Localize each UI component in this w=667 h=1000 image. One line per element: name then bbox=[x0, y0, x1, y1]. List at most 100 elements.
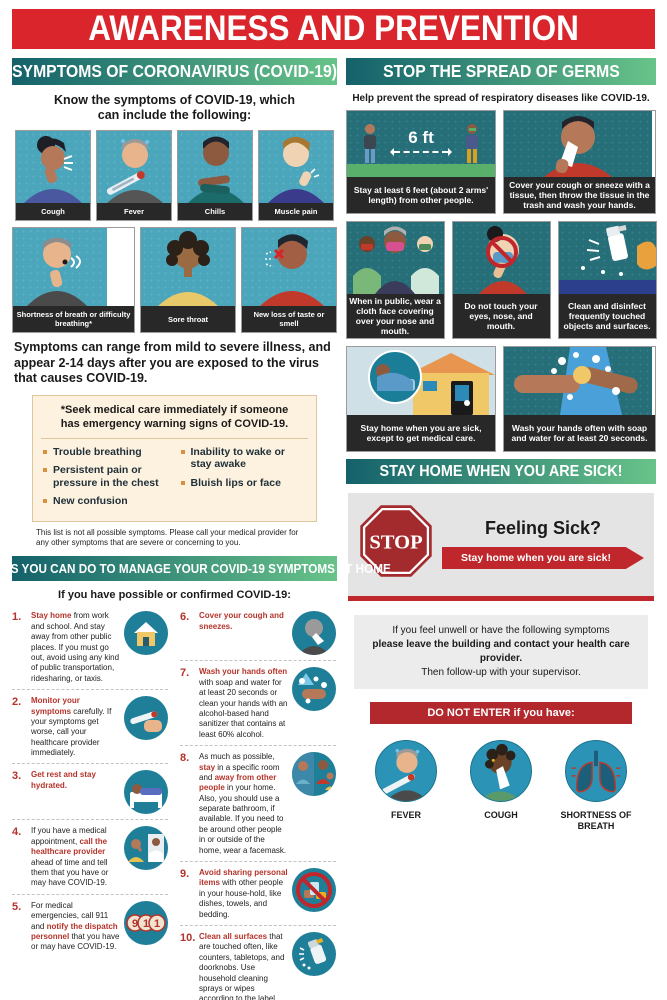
warning-bullet: New confusion bbox=[43, 495, 171, 507]
symptoms-intro: Know the symptoms of COVID-19, which can… bbox=[54, 93, 295, 122]
item-text-bold: Wash your hands often bbox=[199, 667, 288, 677]
item-text-part: that you have or may have COVID-19. bbox=[31, 932, 120, 952]
six-ft-badge: 6 ft bbox=[408, 127, 434, 147]
germ-cards-row-3: Stay home when you are sick, except to g… bbox=[346, 346, 656, 452]
item-number: 3. bbox=[12, 770, 22, 783]
home-care-item-7: 7. Wash your hands often with soap and w… bbox=[180, 660, 336, 745]
germs-section-title: STOP THE SPREAD OF GERMS bbox=[382, 61, 620, 81]
item-number: 2. bbox=[12, 696, 22, 709]
item-text: Clean all surfaces that are touched ofte… bbox=[199, 932, 288, 1000]
home-care-list-right: 6. Cover your cough and sneezes. 7. Wash… bbox=[180, 605, 336, 1000]
loss-taste-smell-person-icon bbox=[242, 228, 336, 306]
feeling-sick-content: Feeling Sick? Stay home when you are sic… bbox=[442, 518, 644, 569]
distance-dashed-arrow-icon bbox=[390, 147, 452, 156]
do-not-enter-symptoms: FEVER COUGH SHORTNESS OF BREATH bbox=[362, 740, 640, 833]
muscle-pain-person-icon bbox=[259, 131, 333, 203]
sneeze-into-tissue-icon bbox=[504, 111, 652, 177]
sick-advice-line3: Then follow-up with your supervisor. bbox=[421, 667, 581, 678]
item-text: Monitor your symptoms carefully. If your… bbox=[31, 696, 120, 758]
warning-bullet: Trouble breathing bbox=[43, 446, 171, 458]
home-care-item-4: 4. If you have a medical appointment, ca… bbox=[12, 819, 168, 893]
item-text-bold: Cover your cough and sneezes. bbox=[199, 611, 284, 631]
chills-person-icon bbox=[178, 131, 252, 203]
item-number: 9. bbox=[180, 868, 190, 881]
item-text: If you have a medical appointment, call … bbox=[31, 826, 120, 888]
item-text-bold: Get rest and stay hydrated. bbox=[31, 770, 96, 790]
sick-section-title: STAY HOME WHEN YOU ARE SICK! bbox=[379, 462, 623, 480]
germ-card-caption: Stay at least 6 feet (about 2 arms' leng… bbox=[347, 177, 495, 213]
item-text: Avoid sharing personal items with other … bbox=[199, 868, 288, 920]
fever-icon bbox=[375, 740, 437, 802]
sick-section-header: STAY HOME WHEN YOU ARE SICK! bbox=[346, 459, 656, 484]
home-care-item-3: 3. Get rest and stay hydrated. bbox=[12, 763, 168, 819]
germ-card-caption: Do not touch your eyes, nose, and mouth. bbox=[452, 294, 550, 338]
symptom-card-label: Shortness of breath or difficulty breath… bbox=[13, 306, 134, 332]
item-text-part: in a specific room and bbox=[199, 762, 280, 782]
do-not-enter-shortness: SHORTNESS OF BREATH bbox=[552, 740, 640, 833]
germ-card-stay-home: Stay home when you are sick, except to g… bbox=[346, 346, 496, 452]
germ-card-wash-hands: Wash your hands often with soap and wate… bbox=[503, 346, 656, 452]
home-care-item-6: 6. Cover your cough and sneezes. bbox=[180, 605, 336, 660]
page-title-banner: AWARENESS AND PREVENTION bbox=[12, 9, 655, 49]
symptom-card-label: Cough bbox=[16, 203, 90, 220]
symptom-card-label: New loss of taste or smell bbox=[242, 306, 336, 332]
sore-throat-person-icon bbox=[141, 228, 235, 306]
no-touch-face-icon bbox=[452, 222, 550, 294]
fever-thermometer-icon bbox=[97, 131, 171, 203]
symptom-card-muscle-pain: Muscle pain bbox=[258, 130, 334, 221]
item-text: Stay home from work and school. And stay… bbox=[31, 611, 120, 684]
item-text-bold: Monitor your symptoms bbox=[31, 696, 80, 716]
item-number: 4. bbox=[12, 826, 22, 839]
do-not-enter-label: COUGH bbox=[484, 810, 518, 820]
cover-sneeze-icon bbox=[292, 611, 336, 656]
sick-advice-box: If you feel unwell or have the following… bbox=[354, 615, 648, 689]
item-text-bold: Avoid sharing personal items bbox=[199, 868, 288, 888]
item-text-part: If you have a medical appointment, bbox=[31, 826, 107, 846]
warning-bullet: Inability to wake or stay awake bbox=[181, 446, 309, 470]
emergency-warning-box: *Seek medical care immediately if someon… bbox=[32, 394, 317, 522]
lungs-icon bbox=[565, 740, 627, 802]
germ-card-caption: Cover your cough or sneeze with a tissue… bbox=[504, 177, 655, 213]
home-care-intro: If you have possible or confirmed COVID-… bbox=[58, 589, 291, 602]
home-care-section-header: 10 THINGS YOU CAN DO TO MANAGE YOUR COVI… bbox=[0, 556, 391, 582]
warning-bullet-text: Trouble breathing bbox=[53, 446, 142, 459]
item-text: Wash your hands often with soap and wate… bbox=[199, 667, 288, 740]
warning-bullet-text: Bluish lips or face bbox=[190, 476, 281, 489]
item-text-part: For medical emergencies, call 911 and bbox=[31, 900, 109, 931]
item-text: As much as possible, stay in a specific … bbox=[199, 752, 288, 856]
symptoms-column: SYMPTOMS OF CORONAVIRUS (COVID-19) Know … bbox=[0, 58, 391, 1000]
symptom-card-loss-taste-smell: New loss of taste or smell bbox=[241, 227, 337, 333]
rest-in-bed-icon bbox=[124, 770, 168, 815]
symptoms-section-header: SYMPTOMS OF CORONAVIRUS (COVID-19) bbox=[12, 58, 337, 85]
content-columns: SYMPTOMS OF CORONAVIRUS (COVID-19) Know … bbox=[0, 58, 657, 1000]
mini-person-right bbox=[466, 124, 478, 163]
home-care-item-9: 9. Avoid sharing personal items with oth… bbox=[180, 861, 336, 925]
item-text-part: carefully. If your symptoms get worse, c… bbox=[31, 706, 112, 758]
wash-hands-icon bbox=[292, 667, 336, 712]
wash-hands-soap-icon bbox=[504, 347, 652, 415]
symptom-card-label: Sore throat bbox=[141, 306, 235, 332]
phone-doctor-icon bbox=[124, 826, 168, 871]
symptom-card-cough: Cough bbox=[15, 130, 91, 221]
germ-card-caption: Stay home when you are sick, except to g… bbox=[347, 415, 495, 451]
item-text: Get rest and stay hydrated. bbox=[31, 770, 120, 791]
home-care-item-1: 1. Stay home from work and school. And s… bbox=[12, 605, 168, 689]
germs-section-header: STOP THE SPREAD OF GERMS bbox=[346, 58, 656, 85]
warning-bullets-left: Trouble breathing Persistent pain or pre… bbox=[41, 446, 171, 512]
germ-card-face-covering: When in public, wear a cloth face coveri… bbox=[345, 221, 445, 339]
stay-home-sick-icon bbox=[347, 347, 495, 415]
home-care-item-10: 10. Clean all surfaces that are touched … bbox=[180, 925, 336, 1000]
stop-sign-label: STOP bbox=[369, 532, 422, 554]
do-not-enter-fever: FEVER bbox=[362, 740, 450, 833]
item-text-part: that are touched often, like counters, t… bbox=[199, 932, 285, 1000]
item-text-bold: stay bbox=[199, 762, 216, 772]
cough-person-icon bbox=[16, 131, 90, 203]
item-number: 1. bbox=[12, 611, 22, 624]
home-care-item-8: 8. As much as possible, stay in a specif… bbox=[180, 745, 336, 861]
symptom-cards-row-1: Cough Fever Chills bbox=[12, 130, 337, 221]
home-care-list-left: 1. Stay home from work and school. And s… bbox=[12, 605, 168, 1000]
item-text-bold: call the healthcare provider bbox=[31, 836, 108, 857]
symptoms-section-title: SYMPTOMS OF CORONAVIRUS (COVID-19) bbox=[12, 61, 337, 81]
germ-cards-row-2: When in public, wear a cloth face coveri… bbox=[345, 221, 657, 339]
